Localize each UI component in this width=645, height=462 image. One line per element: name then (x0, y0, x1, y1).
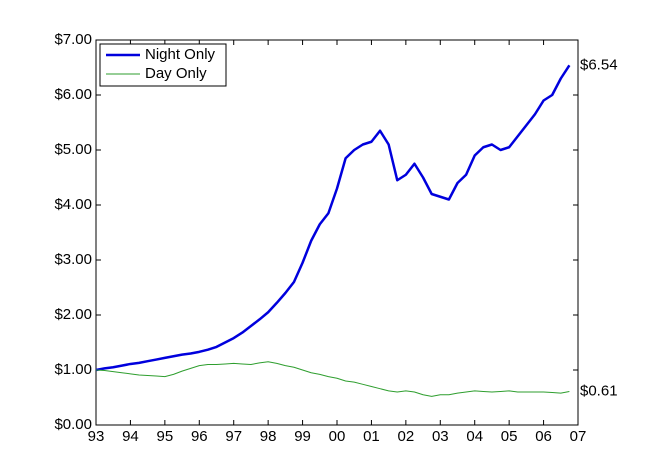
y-tick-label: $7.00 (54, 31, 92, 48)
y-tick-label: $4.00 (54, 196, 92, 213)
y-tick-label: $6.00 (54, 86, 92, 103)
x-tick-label: 00 (329, 428, 346, 445)
legend-label: Night Only (145, 46, 216, 63)
x-tick-label: 99 (294, 428, 311, 445)
x-tick-label: 05 (501, 428, 518, 445)
legend-box (99, 43, 227, 87)
end-value-label: $0.61 (580, 382, 618, 399)
plot-frame (95, 39, 579, 426)
legend: Night Only Day Only (99, 43, 227, 87)
y-tick-label: $1.00 (54, 361, 92, 378)
x-tick-label: 93 (88, 428, 105, 445)
series-line (95, 64, 571, 372)
y-tick-label: $0.00 (54, 416, 92, 433)
x-tick-label: 02 (398, 428, 415, 445)
legend-label: Day Only (145, 65, 207, 82)
x-tick-label: 07 (570, 428, 587, 445)
y-tick-label: $2.00 (54, 306, 92, 323)
x-tick-label: 96 (191, 428, 208, 445)
series-line (95, 361, 570, 397)
x-tick-label: 97 (225, 428, 242, 445)
x-tick-label: 03 (432, 428, 449, 445)
x-tick-label: 95 (157, 428, 174, 445)
y-tick-label: $3.00 (54, 251, 92, 268)
x-tick-label: 98 (260, 428, 277, 445)
x-tick-label: 04 (466, 428, 483, 445)
x-tick-label: 01 (363, 428, 380, 445)
end-value-label: $6.54 (580, 56, 618, 73)
x-tick-label: 94 (122, 428, 139, 445)
x-tick-label: 06 (535, 428, 552, 445)
y-tick-label: $5.00 (54, 141, 92, 158)
